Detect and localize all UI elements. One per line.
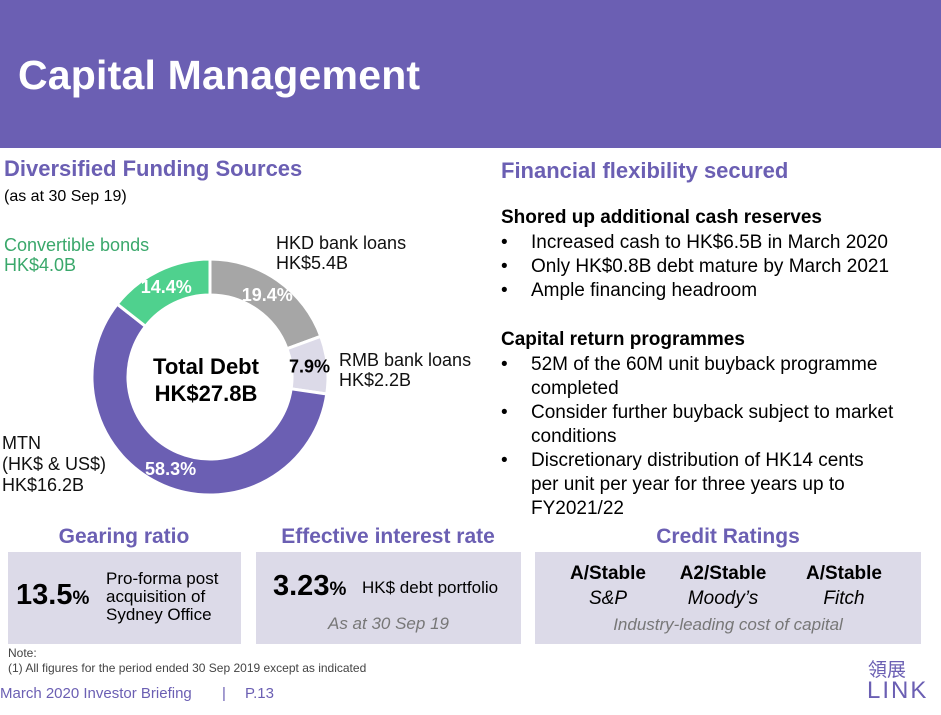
gearing-box: 13.5% Pro-forma post acquisition of Sydn…	[8, 552, 241, 644]
credit-box: A/Stable S&P A2/Stable Moody’s A/Stable …	[535, 552, 921, 644]
capital-return-list: • 52M of the 60M unit buyback programme co…	[501, 353, 893, 521]
footer-separator: |	[222, 685, 226, 702]
legend-rmb-value: HK$2.2B	[339, 370, 412, 390]
list-item: • Ample financing headroom	[501, 280, 758, 301]
legend-convertible-bonds: Convertible bonds HK$4.0B	[4, 235, 149, 275]
gearing-title: Gearing ratio	[58, 525, 190, 548]
header-banner: Capital Management	[0, 0, 941, 148]
rating-fitch: A/Stable Fitch	[789, 563, 899, 610]
bullet-icon: •	[501, 280, 508, 301]
legend-rmb-bank-loans: RMB bank loans HK$2.2B	[339, 350, 471, 390]
funding-subtitle: (as at 30 Sep 19)	[4, 188, 127, 205]
cash-reserves-list: • Increased cash to HK$6.5B in March 2020…	[501, 231, 889, 303]
list-item: • Only HK$0.8B debt mature by March 2021	[501, 256, 890, 277]
bullet-icon: •	[501, 402, 508, 423]
gearing-value: 13.5	[16, 579, 73, 611]
bullet-icon: •	[501, 450, 508, 471]
rating-value: A/Stable	[805, 563, 883, 584]
interest-unit: %	[329, 579, 347, 600]
pct-label-convertible: 14.4%	[141, 277, 192, 297]
legend-mtn-name-2: (HK$ & US$)	[2, 454, 107, 474]
bullet-icon: •	[501, 256, 508, 277]
logo-english: LINK	[867, 677, 929, 704]
interest-box: 3.23% HK$ debt portfolio As at 30 Sep 19	[256, 552, 521, 644]
slice-convertible-bonds	[115, 257, 212, 329]
legend-rmb-name: RMB bank loans	[339, 350, 472, 370]
funding-donut-chart: 19.4% 7.9% 58.3% 14.4%	[90, 257, 330, 497]
footer-page-number: P.13	[245, 685, 274, 702]
rating-agency: Fitch	[823, 588, 865, 609]
pct-label-mtn: 58.3%	[145, 459, 196, 479]
pct-label-rmb: 7.9%	[289, 357, 330, 377]
gearing-value-group: 13.5%	[16, 579, 89, 612]
legend-mtn: MTN (HK$ & US$) HK$16.2B	[2, 433, 106, 496]
interest-subtext: As at 30 Sep 19	[328, 614, 449, 633]
donut-center-text: Total Debt HK$27.8B	[136, 353, 276, 407]
legend-hkd-value: HK$5.4B	[276, 253, 349, 273]
logo-chinese: 領展	[868, 660, 907, 681]
legend-mtn-value: HK$16.2B	[2, 475, 85, 495]
note-text: (1) All figures for the period ended 30 …	[8, 661, 367, 675]
rating-agency: Moody’s	[687, 588, 759, 609]
pct-label-hkd: 19.4%	[242, 285, 293, 305]
capital-return-heading: Capital return programmes	[501, 329, 745, 350]
list-item: • Consider further buyback subject to mar…	[501, 402, 894, 447]
list-item: • Discretionary distribution of HK14 cent…	[501, 450, 864, 519]
credit-tagline: Industry-leading cost of capital	[613, 615, 843, 634]
slice-mtn	[90, 301, 329, 497]
legend-cb-name: Convertible bonds	[4, 235, 150, 255]
page-title: Capital Management	[18, 52, 421, 98]
legend-hkd-bank-loans: HKD bank loans HK$5.4B	[276, 233, 406, 273]
rating-moodys: A2/Stable Moody’s	[668, 563, 778, 610]
rating-agency: S&P	[588, 588, 628, 609]
interest-value: 3.23	[273, 570, 330, 602]
interest-value-group: 3.23%	[273, 570, 346, 603]
footer-briefing: March 2020 Investor Briefing	[0, 685, 192, 702]
legend-cb-value: HK$4.0B	[4, 255, 77, 275]
legend-hkd-name: HKD bank loans	[276, 233, 407, 253]
interest-title: Effective interest rate	[281, 525, 495, 548]
total-debt-value: HK$27.8B	[154, 381, 258, 406]
credit-title: Credit Ratings	[656, 525, 800, 548]
cash-reserves-heading: Shored up additional cash reserves	[501, 207, 822, 228]
bullet-icon: •	[501, 354, 508, 375]
rating-sp: A/Stable S&P	[553, 563, 663, 610]
funding-title: Diversified Funding Sources	[4, 156, 303, 181]
list-item: • Increased cash to HK$6.5B in March 2020	[501, 232, 888, 253]
gearing-unit: %	[72, 588, 90, 609]
rating-value: A2/Stable	[679, 563, 767, 584]
list-item: • 52M of the 60M unit buyback programme co…	[501, 354, 878, 399]
gearing-description: Pro-forma post acquisition of Sydney Off…	[106, 569, 219, 624]
bullet-icon: •	[501, 232, 508, 253]
flexibility-title: Financial flexibility secured	[501, 158, 789, 183]
legend-mtn-name: MTN	[2, 433, 41, 453]
total-debt-label: Total Debt	[153, 354, 259, 379]
interest-description: HK$ debt portfolio	[362, 578, 499, 597]
rating-value: A/Stable	[569, 563, 647, 584]
note-label: Note:	[8, 646, 37, 660]
